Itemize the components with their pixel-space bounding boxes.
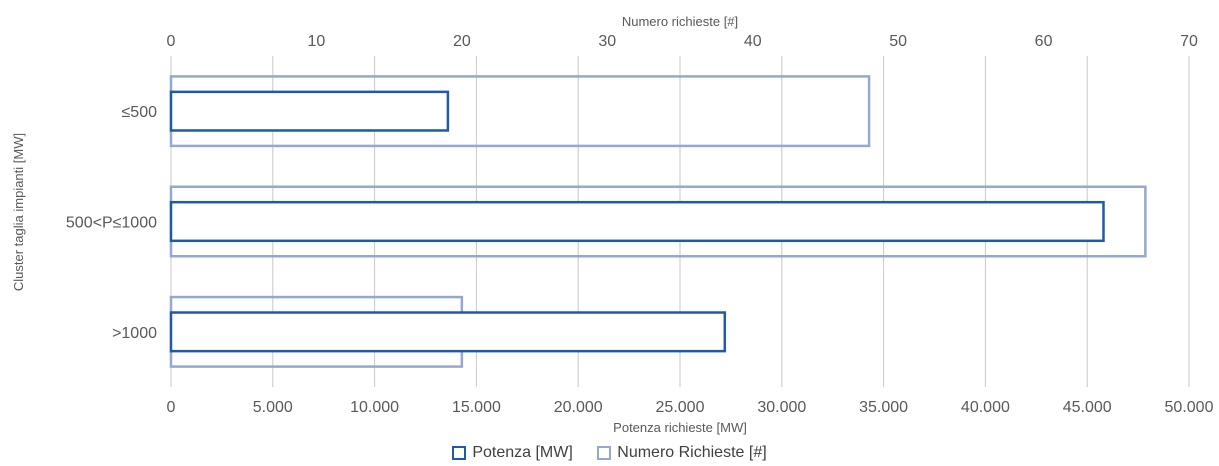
x-top-tick-label: 20 — [453, 33, 471, 50]
x-bottom-tick-label: 35.000 — [859, 399, 908, 416]
x-top-tick-label: 10 — [308, 33, 326, 50]
legend-label-numero: Numero Richieste [#] — [617, 444, 767, 461]
y-axis-title: Cluster taglia impianti [MW] — [11, 133, 26, 291]
x-top-tick-label: 0 — [167, 33, 176, 50]
y-tick-label: 500<P≤1000 — [66, 215, 157, 232]
x-top-tick-label: 70 — [1180, 33, 1198, 50]
x-top-tick-label: 50 — [889, 33, 907, 50]
x-bottom-tick-label: 10.000 — [350, 399, 399, 416]
x-top-tick-label: 30 — [598, 33, 616, 50]
legend-item-potenza: Potenza [MW] — [452, 444, 573, 462]
x-bottom-tick-label: 50.000 — [1165, 399, 1214, 416]
bar-potenza — [169, 200, 1105, 243]
x-top-tick-label: 40 — [744, 33, 762, 50]
x-bottom-tick-label: 15.000 — [452, 399, 501, 416]
x-bottom-tick-label: 0 — [167, 399, 176, 416]
bar-potenza — [169, 90, 450, 132]
x-axis-top-ticks: 0 10 20 30 40 50 60 70 — [167, 33, 1198, 50]
x-bottom-tick-label: 40.000 — [961, 399, 1010, 416]
x-bottom-tick-label: 20.000 — [554, 399, 603, 416]
legend: Potenza [MW] Numero Richieste [#] — [0, 444, 1219, 465]
x-bottom-tick-label: 45.000 — [1063, 399, 1112, 416]
legend-swatch-numero — [597, 446, 612, 460]
y-tick-label: ≤500 — [122, 104, 158, 121]
x-bottom-tick-label: 30.000 — [757, 399, 806, 416]
y-axis-ticks: ≤500 500<P≤1000 >1000 — [66, 104, 157, 342]
bars — [169, 75, 1147, 368]
bar-potenza — [169, 311, 727, 353]
legend-label-potenza: Potenza [MW] — [472, 444, 573, 461]
x-axis-bottom-ticks: 0 5.000 10.000 15.000 20.000 25.000 30.000 35.0… — [167, 399, 1214, 416]
x-top-tick-label: 60 — [1035, 33, 1053, 50]
x-axis-top-title: Numero richieste [#] — [622, 14, 738, 29]
legend-swatch-potenza — [452, 446, 467, 460]
y-tick-label: >1000 — [112, 325, 157, 342]
x-axis-bottom-title: Potenza richieste [MW] — [613, 420, 747, 435]
x-bottom-tick-label: 25.000 — [656, 399, 705, 416]
x-bottom-tick-label: 5.000 — [253, 399, 293, 416]
legend-item-numero: Numero Richieste [#] — [597, 444, 767, 462]
